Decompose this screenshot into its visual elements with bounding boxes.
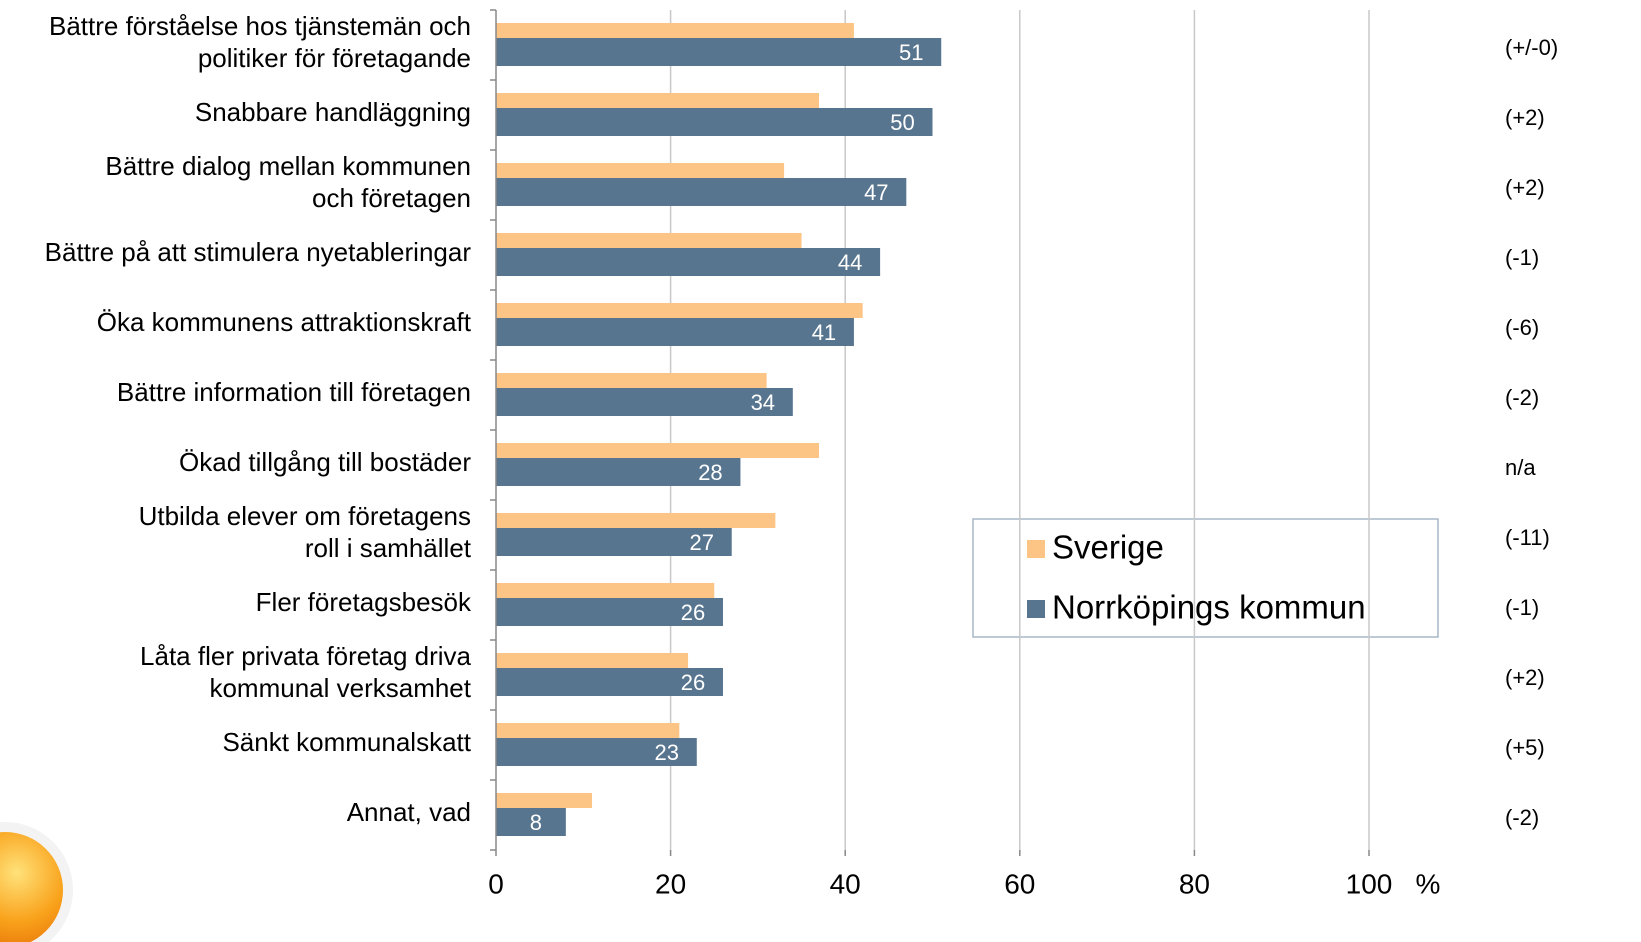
value-label: 47	[864, 180, 888, 205]
x-tick-label: 80	[1179, 868, 1210, 899]
change-annotation: (-11)	[1505, 525, 1550, 550]
category-label: Bättre förståelse hos tjänstemän och pol…	[49, 10, 471, 74]
category-label: Låta fler privata företag driva kommunal…	[140, 640, 471, 704]
category-label: Snabbare handläggning	[195, 96, 471, 128]
bar	[496, 108, 933, 136]
bar	[496, 388, 793, 416]
x-tick-label: 60	[1004, 868, 1035, 899]
value-label: 26	[681, 670, 705, 695]
value-label: 50	[890, 110, 914, 135]
value-label: 34	[751, 390, 775, 415]
bar	[496, 163, 784, 178]
category-label: Ökad tillgång till bostäder	[179, 446, 471, 478]
category-label: Sänkt kommunalskatt	[222, 726, 471, 758]
value-label: 26	[681, 600, 705, 625]
bar	[496, 248, 880, 276]
value-label: 28	[698, 460, 722, 485]
x-tick-label: 0	[488, 868, 504, 899]
bar	[496, 93, 819, 108]
x-tick-label: 20	[655, 868, 686, 899]
bar	[496, 233, 802, 248]
bar	[496, 178, 906, 206]
bar	[496, 583, 714, 598]
value-label: 41	[812, 320, 836, 345]
category-label: Bättre dialog mellan kommunen och företa…	[105, 150, 471, 214]
chart: % 0 20 40 60 80 100 51 50 47 44 41 34 28 27 26 26 23 8 (+/…	[0, 0, 1641, 942]
change-annotation: (-2)	[1505, 385, 1539, 410]
change-annotation: (+2)	[1505, 175, 1545, 200]
change-annotation: (-6)	[1505, 315, 1539, 340]
change-annotation: (+5)	[1505, 735, 1545, 760]
category-label: Bättre information till företagen	[117, 376, 471, 408]
category-label: Fler företagsbesök	[256, 586, 471, 618]
x-tick-label: 100	[1346, 868, 1393, 899]
legend-label: Norrköpings kommun	[1052, 589, 1366, 626]
legend-swatch	[1027, 540, 1045, 558]
bar	[496, 318, 854, 346]
value-label: 8	[530, 810, 542, 835]
legend-swatch	[1027, 600, 1045, 618]
change-annotation: (+/-0)	[1505, 35, 1558, 60]
bar	[496, 373, 767, 388]
bar	[496, 723, 679, 738]
bar	[496, 303, 863, 318]
change-annotation: (-1)	[1505, 245, 1539, 270]
bar	[496, 793, 592, 808]
category-label: Annat, vad	[347, 796, 471, 828]
change-annotation: (-1)	[1505, 595, 1539, 620]
category-label: Bättre på att stimulera nyetableringar	[45, 236, 471, 268]
bar	[496, 513, 775, 528]
value-label: 27	[689, 530, 713, 555]
value-label: 51	[899, 40, 923, 65]
bar	[496, 653, 688, 668]
change-annotation: n/a	[1505, 455, 1536, 480]
bar	[496, 23, 854, 38]
change-annotation: (+2)	[1505, 105, 1545, 130]
value-label: 44	[838, 250, 862, 275]
x-tick-label: 40	[830, 868, 861, 899]
bar	[496, 38, 941, 66]
category-label: Utbilda elever om företagens roll i samh…	[139, 500, 471, 564]
legend-label: Sverige	[1052, 529, 1164, 566]
bar	[496, 443, 819, 458]
category-label: Öka kommunens attraktionskraft	[97, 306, 471, 338]
change-annotation: (-2)	[1505, 805, 1539, 830]
change-annotation: (+2)	[1505, 665, 1545, 690]
x-axis-unit: %	[1416, 868, 1441, 899]
value-label: 23	[655, 740, 679, 765]
